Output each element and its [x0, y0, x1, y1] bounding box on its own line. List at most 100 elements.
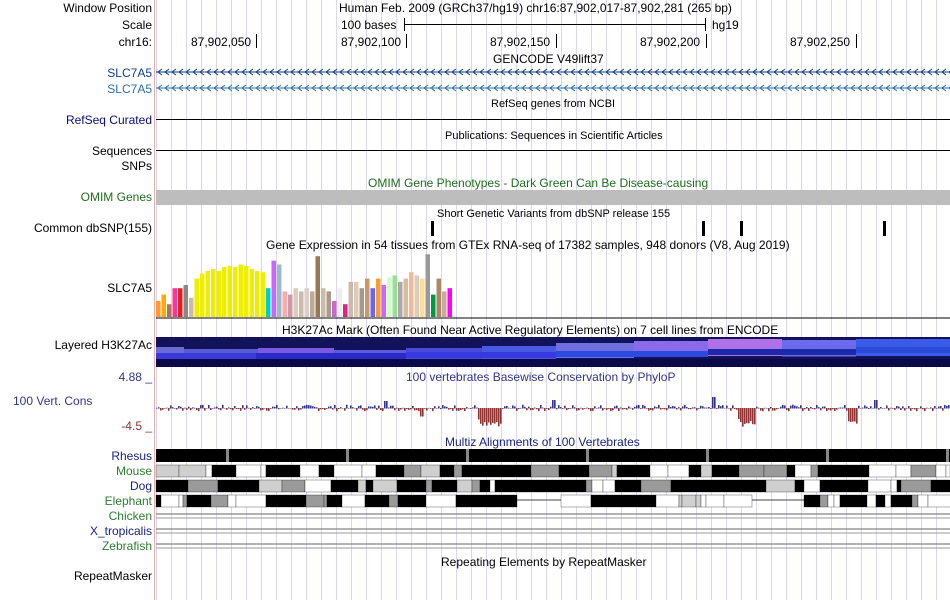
multiz-block: [588, 464, 613, 478]
multiz-species-elephant[interactable]: Elephant: [104, 494, 152, 508]
conservation-bar: [522, 404, 524, 409]
multiz-species-x-tropicalis[interactable]: X_tropicalis: [89, 524, 152, 538]
strand-arrow: [857, 84, 863, 92]
conservation-bar: [564, 405, 566, 409]
gencode-gene-models[interactable]: [156, 66, 950, 96]
conservation-bar: [472, 407, 474, 409]
scale-bar-left-tick: [404, 18, 405, 31]
gencode-item-slc7a5[interactable]: SLC7A5: [107, 66, 152, 80]
conservation-bar: [324, 408, 326, 410]
conservation-bar: [464, 408, 466, 412]
conservation-bar: [770, 406, 772, 409]
strand-arrow: [248, 68, 254, 76]
conservation-track-label[interactable]: 100 Vert. Cons: [13, 394, 93, 408]
conservation-bar: [482, 408, 484, 426]
conservation-bar: [756, 406, 758, 409]
gencode-item-slc7a5-alt[interactable]: SLC7A5: [107, 82, 152, 96]
conservation-bar: [222, 404, 224, 409]
multiz-block: [738, 464, 765, 478]
refseq-track-label[interactable]: RefSeq Curated: [65, 113, 152, 127]
multiz-block: [156, 449, 950, 462]
strand-arrow: [171, 68, 177, 76]
strand-arrow: [465, 84, 471, 92]
multiz-block: [299, 464, 320, 478]
strand-arrow: [661, 68, 667, 76]
multiz-species-zebrafish[interactable]: Zebrafish: [101, 539, 152, 553]
strand-arrow: [619, 68, 625, 76]
snp-mark[interactable]: [702, 221, 705, 236]
snps-label[interactable]: SNPs: [121, 159, 152, 173]
conservation-bar: [708, 407, 710, 409]
snp-mark[interactable]: [431, 221, 434, 236]
multiz-block: [539, 479, 548, 493]
strand-arrow: [850, 84, 856, 92]
h3k27ac-track-label[interactable]: Layered H3K27Ac: [54, 338, 152, 352]
conservation-bar: [674, 406, 676, 409]
conservation-bar: [428, 407, 430, 409]
multiz-species-mouse[interactable]: Mouse: [115, 464, 152, 478]
multiz-species-rhesus[interactable]: Rhesus: [111, 449, 152, 463]
conservation-bar: [662, 408, 664, 410]
conservation-bar: [190, 408, 192, 411]
snp-mark[interactable]: [740, 221, 743, 236]
ruler-tick-label: 87,902,100: [341, 35, 402, 49]
strand-arrow: [640, 84, 646, 92]
conservation-bar: [934, 405, 936, 409]
dbsnp-track-label[interactable]: Common dbSNP(155): [33, 221, 152, 235]
omim-gene-bar[interactable]: [156, 190, 950, 205]
strand-arrow: [472, 68, 478, 76]
conservation-bar: [350, 405, 352, 409]
multiz-block: [397, 494, 427, 508]
conservation-bar: [398, 408, 400, 411]
conservation-bar: [322, 408, 324, 410]
conservation-bar: [864, 405, 866, 409]
strand-arrow: [906, 68, 912, 76]
publications-line[interactable]: [156, 150, 950, 151]
strand-arrow: [563, 68, 569, 76]
multiz-species-dog[interactable]: Dog: [129, 479, 152, 493]
refseq-gene-line[interactable]: [156, 119, 950, 120]
strand-arrow: [465, 68, 471, 76]
omim-track-label[interactable]: OMIM Genes: [80, 190, 152, 204]
conservation-bar: [526, 408, 528, 411]
repeatmasker-track-label[interactable]: RepeatMasker: [73, 569, 152, 583]
multiz-block: [323, 464, 330, 478]
publications-track-label[interactable]: Sequences: [91, 144, 152, 158]
multiz-mismatch: [226, 449, 229, 462]
gtex-tissue-bar: [260, 272, 265, 317]
conservation-bar: [326, 408, 328, 409]
conservation-bar: [314, 406, 316, 409]
gtex-tissue-bar: [398, 281, 403, 317]
snp-mark[interactable]: [883, 221, 886, 236]
conservation-bar: [274, 406, 276, 409]
conservation-bar: [702, 406, 704, 409]
multiz-block: [281, 479, 306, 493]
strand-arrow: [885, 84, 891, 92]
h3k27ac-signal[interactable]: [156, 337, 950, 367]
multiz-block: [518, 464, 532, 478]
dbsnp-track-title: Short Genetic Variants from dbSNP releas…: [437, 208, 671, 220]
multiz-species-chicken[interactable]: Chicken: [108, 509, 152, 523]
gtex-tissue-bar: [183, 285, 188, 317]
gtex-track-label[interactable]: SLC7A5: [107, 281, 152, 295]
conservation-wiggle[interactable]: [156, 384, 950, 436]
strand-arrow: [507, 84, 513, 92]
strand-arrow: [682, 68, 688, 76]
conservation-bar: [768, 408, 770, 412]
conservation-bar: [882, 408, 884, 409]
multiz-block: [590, 494, 600, 508]
gtex-tissue-bar: [337, 288, 342, 317]
conservation-bar: [446, 406, 448, 409]
conservation-bar: [816, 405, 818, 409]
multiz-alignment-blocks[interactable]: [155, 449, 950, 549]
conservation-bar: [374, 405, 376, 409]
multiz-block: [364, 494, 390, 508]
conservation-bar: [300, 408, 302, 410]
conservation-bar: [670, 406, 672, 409]
conservation-bar: [556, 408, 558, 410]
scale-db-text: hg19: [712, 18, 739, 32]
gtex-expression-bars[interactable]: [156, 252, 950, 320]
conservation-bar: [308, 405, 310, 409]
conservation-bar: [578, 408, 580, 411]
